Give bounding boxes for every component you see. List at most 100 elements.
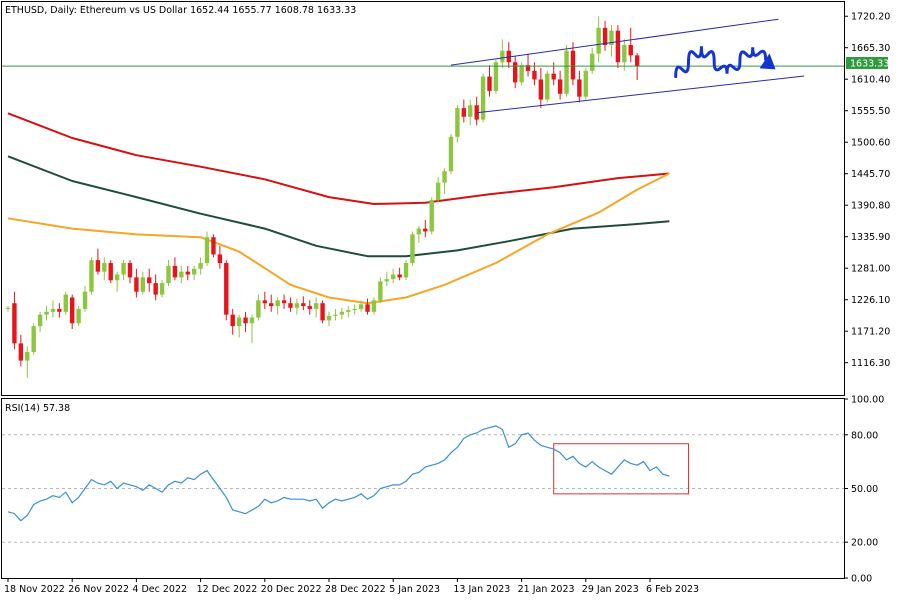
price-panel-frame <box>1 1 845 396</box>
candle-body <box>204 237 210 264</box>
candle-body <box>185 271 190 275</box>
candle-body <box>76 308 81 324</box>
ma-red-line <box>7 112 670 205</box>
rsi-tick-label: 80.00 <box>851 430 878 441</box>
candle-body <box>217 254 223 264</box>
price-tick-label: 1720.20 <box>851 12 890 23</box>
projection-arrow <box>674 46 768 79</box>
time-tick-label: 13 Jan 2023 <box>453 584 510 595</box>
candle-body <box>230 314 235 327</box>
rsi-tick-label: 100.00 <box>851 395 884 406</box>
candle-body <box>397 274 402 278</box>
candle-body <box>365 304 370 312</box>
channel-upper-line <box>450 18 779 66</box>
price-tick-label: 1226.10 <box>851 295 890 306</box>
grid-lines <box>2 434 844 543</box>
candle-body <box>442 171 447 183</box>
candle-body <box>346 310 351 312</box>
candle-body <box>44 311 49 315</box>
rsi-line <box>7 425 670 522</box>
rsi-axis: 100.00 80.00 50.00 20.00 0.00 <box>844 395 884 585</box>
price-tick-label: 1610.40 <box>851 75 890 86</box>
chart-header: ETHUSD, Daily: Ethereum vs US Dollar 165… <box>5 5 356 16</box>
candle-body <box>121 263 126 275</box>
candle-body <box>236 317 242 327</box>
candle-body <box>294 303 300 308</box>
candle-body <box>532 70 537 80</box>
candle-body <box>609 30 614 46</box>
candle-body <box>628 45 633 56</box>
candle-body <box>525 65 531 71</box>
candle-body <box>333 314 338 316</box>
candle-body <box>275 300 280 307</box>
current-price-text: 1633.33 <box>850 59 889 70</box>
candle-body <box>519 65 524 83</box>
candle-body <box>191 268 197 275</box>
ohlc-label: 1652.44 1655.77 1608.78 1633.33 <box>190 5 356 16</box>
price-tick-label: 1390.80 <box>851 201 890 212</box>
candle-body <box>269 303 274 307</box>
candle-body <box>166 265 171 284</box>
time-axis: 18 Nov 2022 26 Nov 2022 4 Dec 2022 12 Dec 2… <box>4 578 699 595</box>
candle-body <box>18 343 24 361</box>
candle-body <box>384 279 389 282</box>
candle-body <box>410 234 415 264</box>
candle-body <box>339 311 345 315</box>
candle-body <box>634 55 640 67</box>
candle-body <box>596 27 601 54</box>
candle-body <box>391 274 396 280</box>
candle-body <box>63 294 68 312</box>
annotations <box>2 18 844 495</box>
candle-body <box>487 76 492 91</box>
candle-body <box>512 62 518 83</box>
candle-body <box>249 317 255 324</box>
candle-body <box>352 308 357 311</box>
candle-body <box>583 70 588 97</box>
price-tick-label: 1335.90 <box>851 232 890 243</box>
candle-body <box>31 326 36 352</box>
candle-body <box>378 281 383 301</box>
candle-body <box>102 263 107 272</box>
price-tick-label: 1445.70 <box>851 169 890 180</box>
candle-body <box>557 79 563 94</box>
time-tick-label: 21 Jan 2023 <box>518 584 575 595</box>
time-tick-label: 28 Dec 2022 <box>325 584 386 595</box>
candle-body <box>615 30 621 63</box>
candle-body <box>435 182 441 200</box>
time-tick-label: 12 Dec 2022 <box>197 584 258 595</box>
candle-body <box>134 277 139 292</box>
candle-body <box>82 291 88 309</box>
candle-body <box>108 263 113 281</box>
rsi-highlight-box <box>553 443 690 495</box>
candle-body <box>89 260 94 292</box>
candle-body <box>159 283 165 295</box>
candle-body <box>493 62 499 91</box>
moving-averages <box>7 112 670 305</box>
price-axis: 1720.20 1665.30 1610.40 1555.50 1500.60 1445.… <box>844 12 890 369</box>
candle-body <box>50 308 56 312</box>
candle-body <box>538 79 544 100</box>
candle-body <box>564 50 569 94</box>
candle-body <box>326 315 332 321</box>
candle-body <box>461 108 467 117</box>
rsi-label: RSI(14) 57.38 <box>5 403 70 414</box>
candle-body <box>320 303 325 321</box>
candle-body <box>403 263 409 278</box>
candle-body <box>577 79 582 97</box>
candle-body <box>5 307 11 309</box>
candle-body <box>480 76 486 120</box>
candle-body <box>153 283 158 295</box>
price-tick-label: 1555.50 <box>851 106 890 117</box>
candle-body <box>371 300 377 312</box>
candle-body <box>12 303 17 344</box>
candle-body <box>307 306 312 309</box>
candle-body <box>256 300 261 318</box>
time-tick-label: 26 Nov 2022 <box>68 584 129 595</box>
candle-body <box>37 314 43 327</box>
rsi-tick-label: 20.00 <box>851 538 878 549</box>
candle-body <box>602 27 608 46</box>
current-price-badge: 1633.33 <box>846 57 889 70</box>
rsi-indicator <box>7 425 670 522</box>
candle-body <box>590 53 595 71</box>
